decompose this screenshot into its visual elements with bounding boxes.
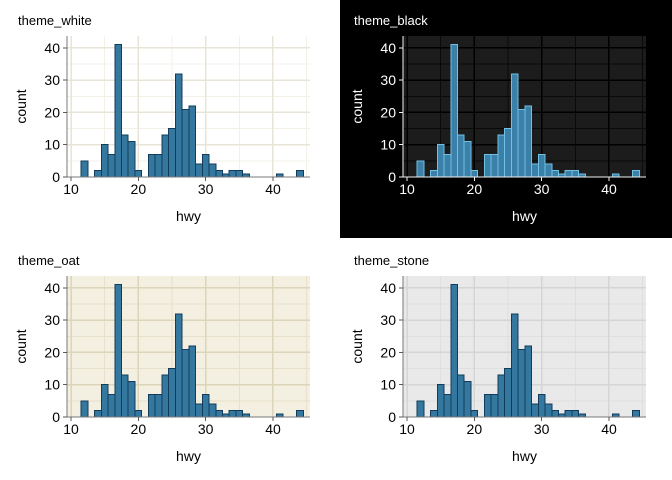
svg-text:40: 40	[265, 421, 281, 437]
svg-text:10: 10	[63, 421, 79, 437]
svg-text:20: 20	[131, 181, 147, 197]
svg-text:30: 30	[44, 72, 60, 88]
panel-theme-stone: 10 20 30 40 0 10 20 30 40 hwy count theme_stone	[336, 240, 672, 480]
svg-text:10: 10	[63, 181, 79, 197]
svg-text:20: 20	[44, 104, 60, 120]
svg-text:hwy: hwy	[176, 208, 201, 224]
svg-text:hwy: hwy	[512, 448, 537, 464]
plot-title: theme_oat	[18, 253, 80, 268]
svg-text:hwy: hwy	[512, 208, 537, 224]
svg-text:10: 10	[399, 181, 415, 197]
svg-text:30: 30	[380, 312, 396, 328]
svg-text:40: 40	[601, 181, 617, 197]
svg-text:10: 10	[44, 137, 60, 153]
svg-text:20: 20	[44, 344, 60, 360]
plot-title: theme_black	[354, 13, 428, 28]
svg-text:40: 40	[44, 40, 60, 56]
svg-text:20: 20	[131, 421, 147, 437]
svg-text:30: 30	[534, 421, 550, 437]
panel-theme-white: 10 20 30 40 0 10 20 30 40 hwy count theme_white	[0, 0, 336, 240]
svg-text:hwy: hwy	[176, 448, 201, 464]
svg-text:30: 30	[198, 421, 214, 437]
svg-text:20: 20	[467, 181, 483, 197]
svg-text:0: 0	[52, 169, 60, 185]
svg-text:0: 0	[52, 409, 60, 425]
svg-text:30: 30	[44, 312, 60, 328]
svg-text:30: 30	[198, 181, 214, 197]
svg-text:20: 20	[380, 104, 396, 120]
svg-text:count: count	[13, 89, 29, 123]
svg-text:40: 40	[380, 40, 396, 56]
svg-text:40: 40	[265, 181, 281, 197]
svg-text:count: count	[349, 89, 365, 123]
plot-title: theme_stone	[354, 253, 430, 268]
panel-theme-oat: 10 20 30 40 0 10 20 30 40 hwy count theme_oat	[0, 240, 336, 480]
svg-text:20: 20	[467, 421, 483, 437]
svg-text:10: 10	[380, 377, 396, 393]
svg-text:count: count	[13, 329, 29, 363]
svg-text:count: count	[349, 329, 365, 363]
svg-text:40: 40	[380, 280, 396, 296]
svg-text:10: 10	[44, 377, 60, 393]
svg-text:40: 40	[601, 421, 617, 437]
svg-text:0: 0	[388, 409, 396, 425]
svg-text:10: 10	[399, 421, 415, 437]
plot-title: theme_white	[18, 13, 92, 28]
svg-text:30: 30	[534, 181, 550, 197]
svg-text:30: 30	[380, 72, 396, 88]
panel-theme-black: 10 20 30 40 0 10 20 30 40 hwy count theme_black	[336, 0, 672, 240]
svg-text:0: 0	[388, 169, 396, 185]
svg-text:40: 40	[44, 280, 60, 296]
svg-text:10: 10	[380, 137, 396, 153]
svg-text:20: 20	[380, 344, 396, 360]
